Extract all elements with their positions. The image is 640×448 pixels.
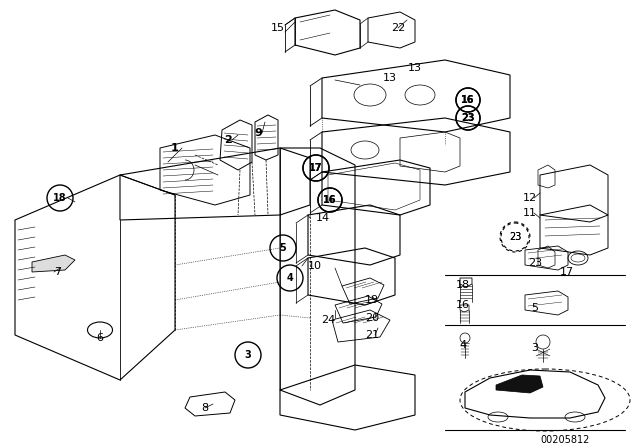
Text: 17: 17 [309, 163, 323, 173]
Text: 23: 23 [461, 113, 475, 123]
Text: 13: 13 [408, 63, 422, 73]
Text: 6: 6 [97, 333, 104, 343]
Text: 19: 19 [365, 295, 379, 305]
Text: 16: 16 [323, 195, 337, 205]
Text: 15: 15 [271, 23, 285, 33]
Text: 21: 21 [365, 330, 379, 340]
Text: 4: 4 [460, 340, 467, 350]
Text: 22: 22 [391, 23, 405, 33]
Text: 14: 14 [316, 213, 330, 223]
Text: 12: 12 [523, 193, 537, 203]
Text: 16: 16 [323, 195, 337, 205]
Text: 11: 11 [523, 208, 537, 218]
Text: 24: 24 [321, 315, 335, 325]
Text: 5: 5 [531, 303, 538, 313]
Text: 13: 13 [383, 73, 397, 83]
Text: 16: 16 [456, 300, 470, 310]
Text: 2: 2 [224, 135, 232, 145]
Text: 10: 10 [308, 261, 322, 271]
Text: 7: 7 [54, 267, 61, 277]
Text: 16: 16 [461, 95, 475, 105]
Polygon shape [32, 255, 75, 272]
Text: 5: 5 [280, 243, 286, 253]
Text: 23: 23 [461, 113, 475, 123]
Polygon shape [496, 375, 543, 393]
Text: 3: 3 [531, 343, 538, 353]
Text: 20: 20 [365, 313, 379, 323]
Text: 1: 1 [171, 143, 179, 153]
Text: 23: 23 [509, 232, 521, 242]
Text: 16: 16 [461, 95, 475, 105]
Text: 17: 17 [560, 267, 574, 277]
Text: 23: 23 [528, 258, 542, 268]
Text: 8: 8 [202, 403, 209, 413]
Text: 18: 18 [53, 193, 67, 203]
Text: 00205812: 00205812 [540, 435, 589, 445]
Text: 3: 3 [244, 350, 252, 360]
Text: 4: 4 [287, 273, 293, 283]
Text: 17: 17 [309, 163, 323, 173]
Text: 23: 23 [509, 232, 521, 242]
Text: 18: 18 [456, 280, 470, 290]
Text: 9: 9 [254, 128, 262, 138]
